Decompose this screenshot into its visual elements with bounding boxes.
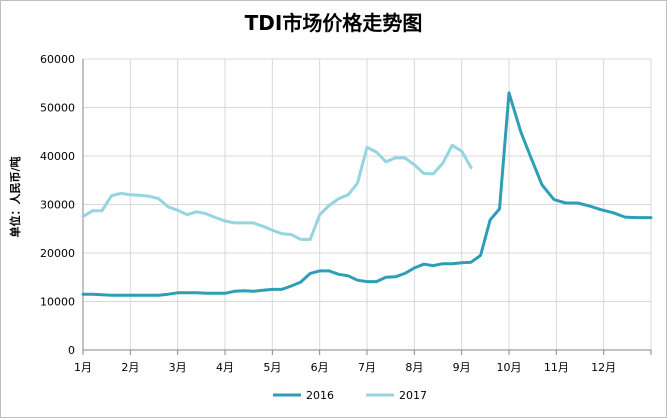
x-tick-label: 7月 — [358, 361, 376, 374]
chart-title: TDI市场价格走势图 — [244, 11, 423, 35]
series-line-2017 — [81, 143, 473, 241]
x-tick-label: 8月 — [405, 361, 423, 374]
x-tick-label: 12月 — [591, 361, 616, 374]
y-tick-label: 50000 — [40, 102, 75, 115]
x-tick-label: 6月 — [311, 361, 329, 374]
x-tick-label: 2月 — [121, 361, 139, 374]
x-tick-label: 1月 — [74, 361, 92, 374]
y-tick-label: 40000 — [40, 150, 75, 163]
y-tick-label: 60000 — [40, 53, 75, 66]
x-tick-label: 11月 — [544, 361, 569, 374]
x-tick-label: 10月 — [497, 361, 522, 374]
series-line-2016 — [81, 91, 653, 297]
legend-label-2016: 2016 — [306, 389, 334, 402]
x-tick-label: 5月 — [263, 361, 281, 374]
x-tick-label: 9月 — [453, 361, 471, 374]
y-tick-label: 30000 — [40, 199, 75, 212]
y-tick-label: 20000 — [40, 247, 75, 260]
x-tick-label: 3月 — [169, 361, 187, 374]
y-tick-label: 10000 — [40, 296, 75, 309]
y-tick-label: 0 — [68, 344, 75, 357]
x-tick-label: 4月 — [216, 361, 234, 374]
legend-label-2017: 2017 — [399, 389, 427, 402]
